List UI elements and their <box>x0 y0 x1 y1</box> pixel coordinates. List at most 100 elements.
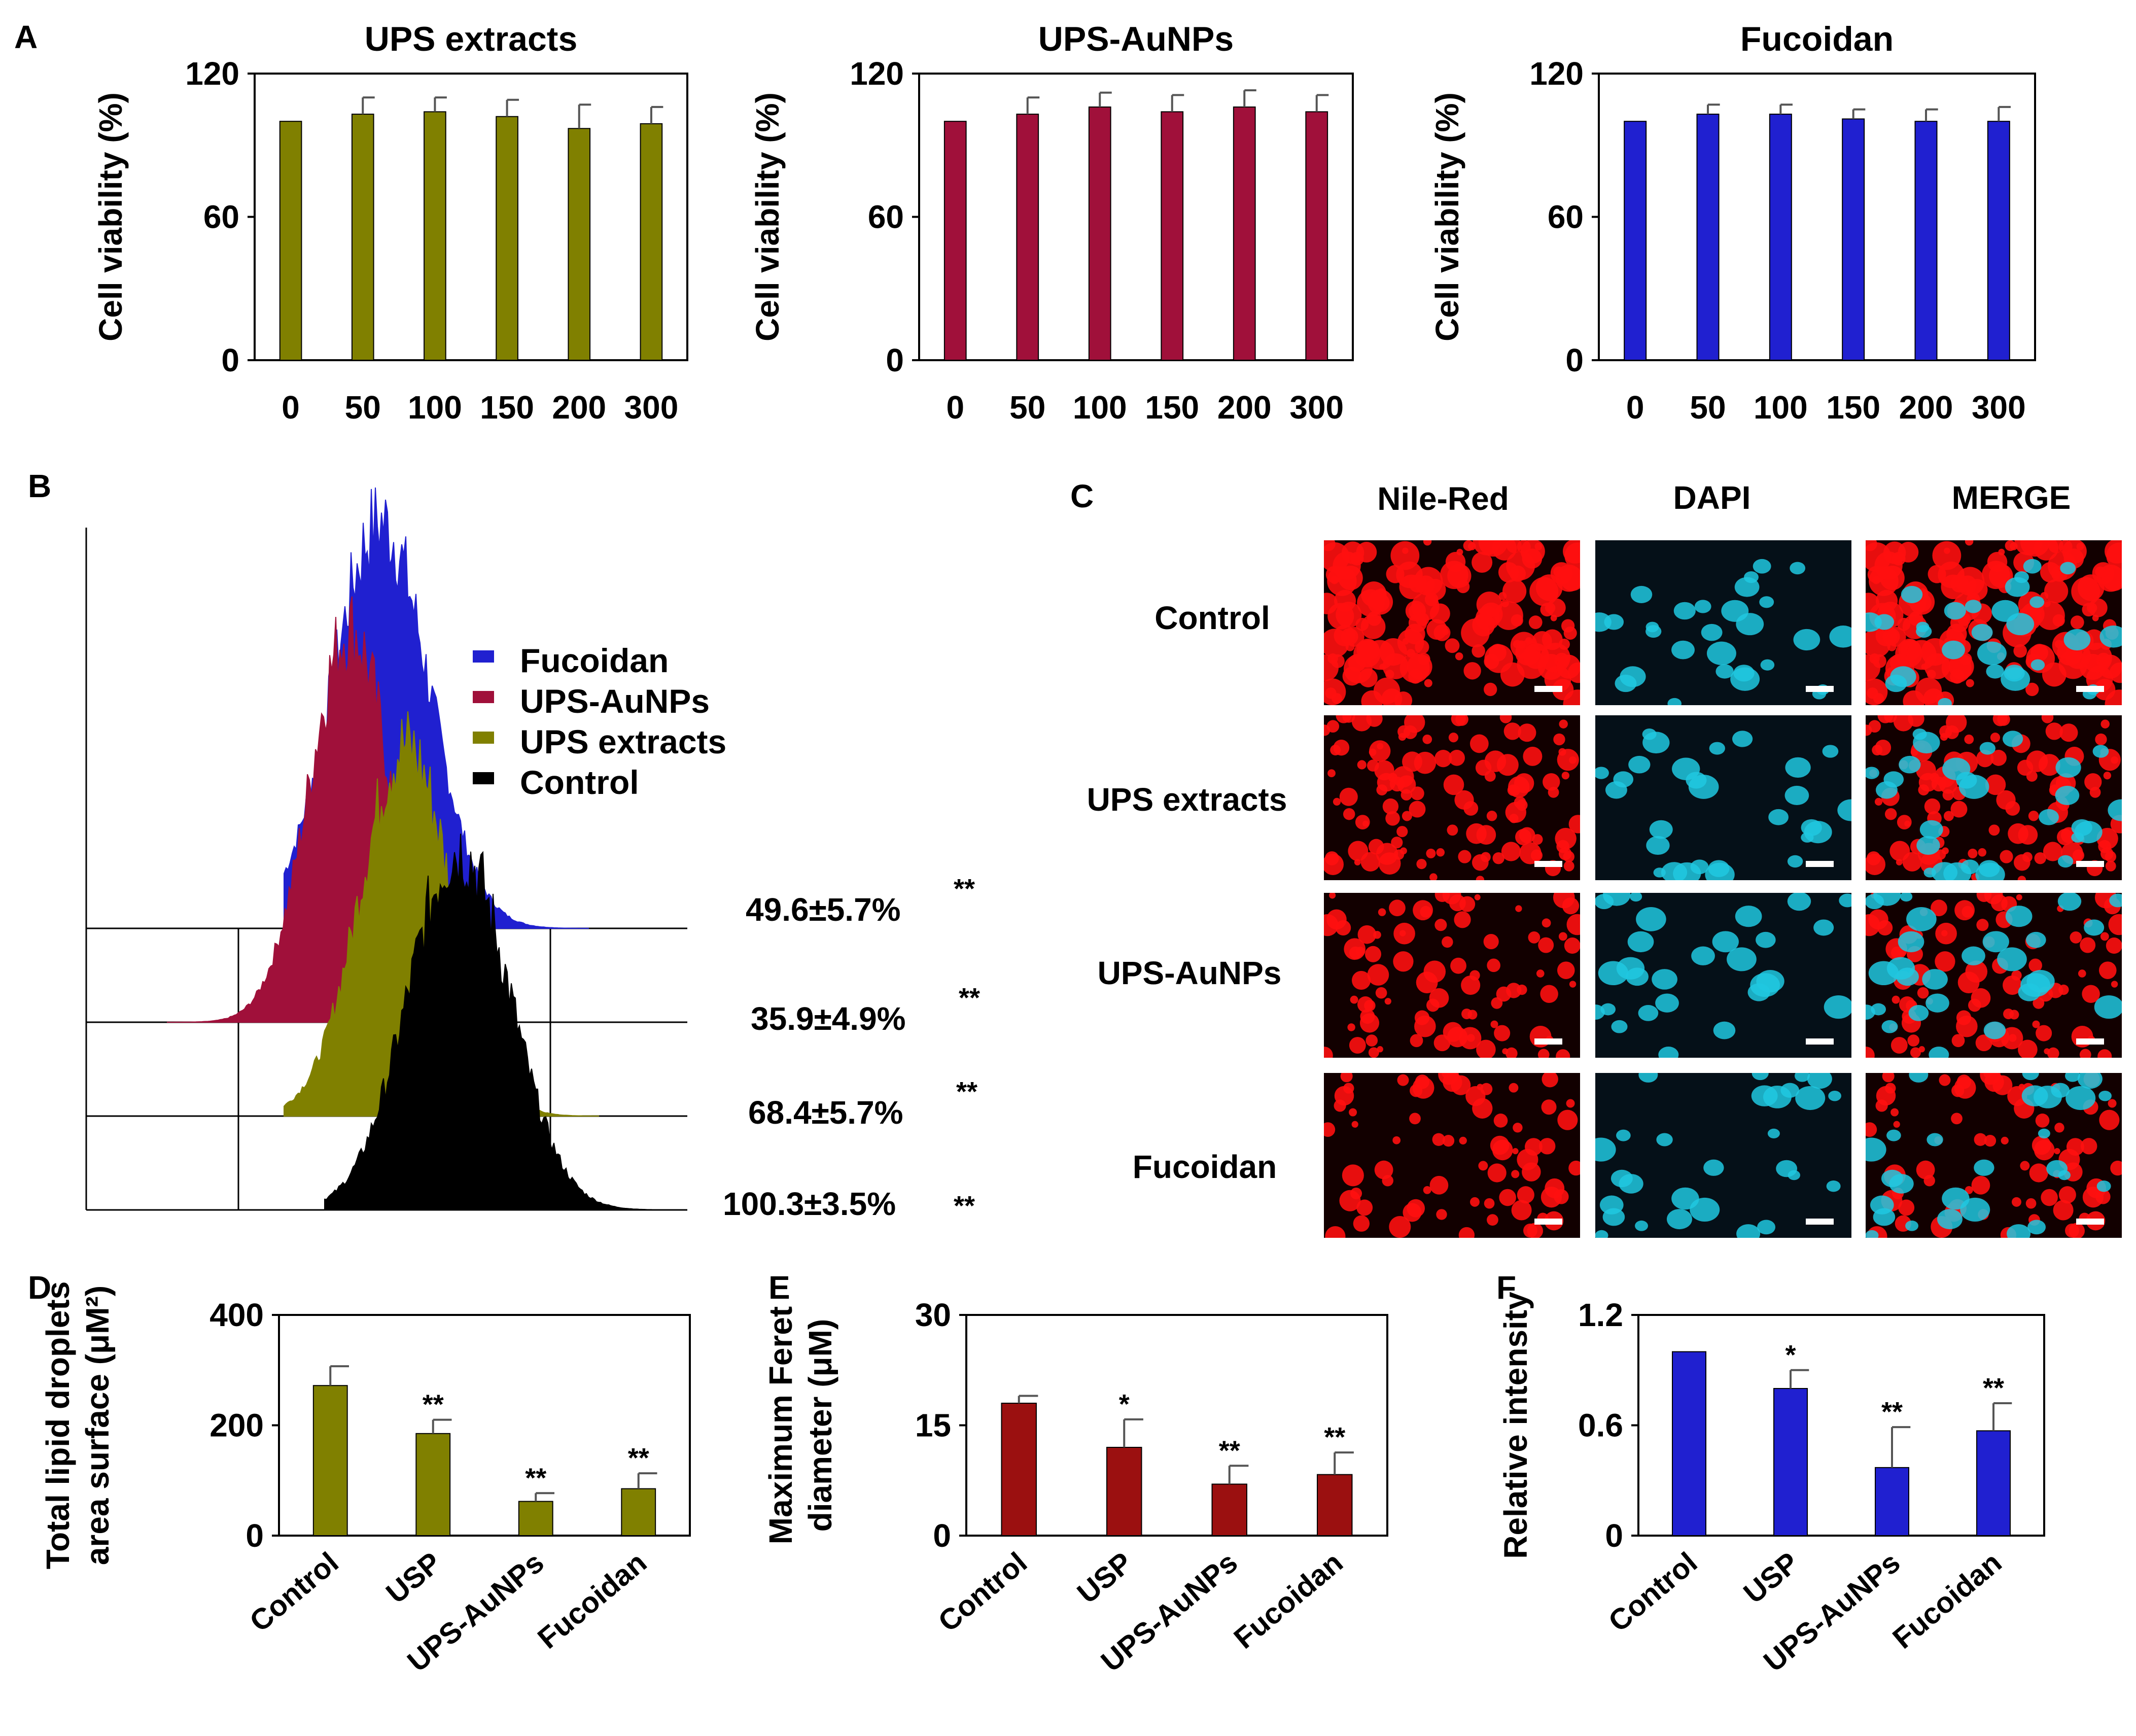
significance-marker: * <box>1785 1340 1796 1370</box>
x-tick-label: 200 <box>552 389 606 426</box>
percent-sig-fucoidan: ** <box>954 874 975 904</box>
percent-sig-ups-aunps: ** <box>959 983 980 1013</box>
y-tick-label: 0 <box>246 1517 264 1554</box>
bar-100 <box>1088 106 1111 361</box>
bar-200 <box>1233 106 1256 361</box>
significance-marker: ** <box>525 1463 546 1493</box>
microscopy-row-fucoidan: Fucoidan <box>1133 1149 1277 1185</box>
bar-usp <box>1773 1388 1808 1536</box>
panel-label-c: C <box>1070 478 1094 514</box>
scale-bar <box>1806 1038 1834 1045</box>
x-tick-label: USP <box>1737 1546 1805 1610</box>
chart-title: UPS-AuNPs <box>1038 20 1234 58</box>
bar-150 <box>1842 118 1865 361</box>
x-tick-label: 150 <box>480 389 534 426</box>
micrograph-merge-fucoidan <box>1866 1073 2122 1238</box>
chart-title: UPS extracts <box>365 20 578 58</box>
bar-0 <box>1624 121 1647 361</box>
bar-300 <box>1305 111 1328 361</box>
y-axis-label: diameter (μM) <box>802 1319 838 1532</box>
x-tick-label: 100 <box>1754 389 1808 426</box>
bar-fucoidan <box>1317 1474 1353 1536</box>
x-tick-label: Fucoidan <box>1886 1546 2008 1655</box>
bar-0 <box>943 121 967 361</box>
microscopy-col-nile-red: Nile-Red <box>1377 480 1509 517</box>
plot-frame <box>918 73 1354 361</box>
plot-frame <box>1598 73 2036 361</box>
y-tick-label: 60 <box>868 199 904 235</box>
micrograph-nile-red-ups-extracts <box>1324 715 1580 880</box>
bar-300 <box>640 123 663 361</box>
viability-chart-ups-aunps: UPS-AuNPs 0 60 120 Cell viability (%) 0 50 100 1… <box>749 20 1354 426</box>
viability-chart-ups-extracts: UPS extracts 0 60 120 Cell viability (%) 0 50 1… <box>92 20 688 426</box>
scale-bar <box>2076 861 2104 867</box>
legend-swatch-control <box>473 772 494 784</box>
x-tick-label: 300 <box>1972 389 2026 426</box>
scale-bar <box>2076 686 2104 692</box>
micrograph-merge-control <box>1866 540 2122 705</box>
scale-bar <box>1806 686 1834 692</box>
bar-ups-aunps <box>1875 1467 1909 1536</box>
lipid-area-chart: 0 200 400 Total lipid droplets area surface … <box>40 1281 691 1678</box>
bar-50 <box>351 114 374 361</box>
x-tick-label: 200 <box>1217 389 1272 426</box>
micrograph-nile-red-control <box>1324 540 1580 705</box>
x-tick-label: 50 <box>1009 389 1045 426</box>
y-tick-label: 60 <box>1548 199 1584 235</box>
legend-label-ups-aunps: UPS-AuNPs <box>520 682 710 720</box>
y-tick-label: 400 <box>209 1297 264 1333</box>
bar-200 <box>568 128 591 361</box>
x-tick-label: Control <box>932 1546 1033 1638</box>
bar-200 <box>1914 121 1938 361</box>
panel-label-b: B <box>28 468 51 504</box>
y-tick-label: 0 <box>221 342 239 378</box>
y-axis-label: Cell viability (%) <box>92 92 129 341</box>
bar-ups-aunps <box>518 1501 553 1536</box>
scale-bar <box>2076 1038 2104 1045</box>
micrograph-nile-red-ups-aunps <box>1324 893 1580 1058</box>
legend-label-control: Control <box>520 763 639 801</box>
microscopy-col-dapi: DAPI <box>1673 479 1751 516</box>
x-tick-label: Control <box>1602 1546 1704 1638</box>
micrograph-dapi-ups-aunps <box>1595 893 1851 1058</box>
y-tick-label: 120 <box>1529 55 1584 92</box>
scale-bar <box>1534 1219 1562 1225</box>
y-tick-label: 1.2 <box>1578 1297 1623 1333</box>
significance-marker: ** <box>1219 1435 1240 1466</box>
micrograph-merge-ups-aunps <box>1866 893 2122 1058</box>
microscopy-row-ups-aunps: UPS-AuNPs <box>1098 955 1282 991</box>
panel-label-a: A <box>14 19 38 55</box>
histogram-curves <box>167 488 655 1210</box>
microscopy-row-control: Control <box>1154 600 1270 636</box>
percent-sig-control: ** <box>954 1191 975 1221</box>
bar-50 <box>1016 114 1039 361</box>
y-tick-label: 0 <box>886 342 904 378</box>
histogram-control <box>324 834 655 1210</box>
bar-150 <box>1161 111 1184 361</box>
significance-marker: ** <box>1324 1422 1345 1452</box>
bar-0 <box>279 121 302 361</box>
scale-bar <box>1534 1038 1562 1045</box>
panel-label-f: F <box>1496 1269 1516 1306</box>
x-tick-label: 0 <box>1626 389 1644 426</box>
micrograph-merge-ups-extracts <box>1866 715 2122 880</box>
x-tick-label: 300 <box>1289 389 1344 426</box>
x-tick-label: 300 <box>624 389 679 426</box>
scale-bar <box>1806 861 1834 867</box>
bar-fucoidan <box>1976 1430 2011 1536</box>
y-tick-label: 0.6 <box>1578 1407 1623 1444</box>
legend-swatch-ups-aunps <box>473 691 494 703</box>
scale-bar <box>2076 1219 2104 1225</box>
bar-usp <box>1106 1447 1142 1536</box>
micrograph-dapi-ups-extracts <box>1595 715 1851 880</box>
microscopy-col-merge: MERGE <box>1952 479 2071 516</box>
y-axis-label: area surface (μM²) <box>79 1286 116 1565</box>
plot-frame <box>254 73 688 361</box>
bar-fucoidan <box>621 1488 656 1536</box>
bar-usp <box>415 1433 451 1536</box>
percent-fucoidan: 49.6±5.7% <box>746 891 901 928</box>
legend-swatch-fucoidan <box>473 650 494 663</box>
scale-bar <box>1534 686 1562 692</box>
